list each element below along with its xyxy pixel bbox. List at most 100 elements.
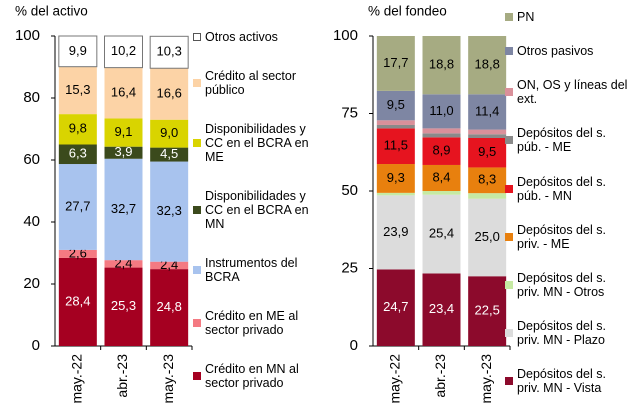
legend-swatch [505,328,513,337]
value-label: 11,5 [384,138,408,153]
value-label: 17,7 [383,55,408,70]
y-tick-label: 40 [23,213,40,230]
legend-swatch [505,88,513,97]
bar-segment [149,35,189,69]
value-label: 8,4 [432,169,450,184]
bar-segment [376,192,415,196]
bar-segment [422,94,461,129]
legend: PN Otros pasivos ON, OS y líneas del ext. D… [505,10,628,395]
value-label: 9,3 [387,170,405,185]
value-label: 22,5 [475,303,500,318]
legend-item: Crédito en MN al sector privado [193,362,318,390]
legend-item: Depósitos del s. priv. MN - Plazo [505,319,628,347]
legend-item: PN [505,10,628,24]
bar-segment [468,134,507,138]
bar-segment [104,158,143,261]
value-label: 32,7 [111,201,136,216]
legend-label: Disponibilidades y CC en el BCRA en MN [205,189,309,231]
bar-segment [104,260,143,268]
value-label: 23,4 [429,301,454,316]
bar-segment [58,66,97,115]
value-label: 9,0 [160,125,178,140]
value-label: 11,4 [475,103,499,118]
legend-swatch [193,372,201,380]
value-label: 9,9 [69,43,87,58]
legend-label: Depósitos del s. púb. - ME [517,126,606,155]
value-label: 15,3 [65,82,90,97]
value-label: 27,7 [65,198,90,213]
bar-segment [150,119,189,148]
bar-segment [468,276,507,346]
legend-item: Depósitos del s. priv. - ME [505,223,628,251]
legend-item: Disponibilidades y CC en el BCRA en ME [193,122,318,164]
x-tick-label: may.-22 [387,354,403,404]
y-tick-label: 100 [15,27,40,44]
y-tick-label: 75 [341,104,358,121]
legend-swatch [505,280,513,289]
legend-label: ON, OS y líneas del ext. [517,78,628,107]
bar-segment [422,164,461,191]
value-label: 9,8 [69,121,87,136]
value-label: 10,2 [111,43,136,58]
value-label: 9,5 [478,144,496,159]
bar-segment [422,273,461,346]
bar-segment [468,198,507,277]
legend-item: Crédito en ME al sector privado [193,309,318,337]
bar-segment [468,167,507,194]
legend-swatch [505,47,513,56]
bar-segment [58,114,97,145]
legend-swatch [505,184,513,193]
x-tick-label: may.-22 [69,354,85,404]
bar-segment [376,269,415,346]
x-tick-label: abr.-23 [114,354,130,398]
legend-label: Otros activos [205,30,278,44]
y-tick-label: 50 [341,182,358,199]
bar-segment [376,164,415,193]
bar-segment [58,249,97,258]
bar-segment [104,267,143,346]
bar-segment [104,35,143,69]
bar-segment [58,257,97,346]
value-label: 18,8 [475,57,500,72]
legend-label: Crédito en MN al sector privado [205,362,299,390]
value-label: 28,4 [65,293,90,308]
y-tick-label: 60 [23,151,40,168]
bar-segment [376,195,415,270]
bar-segment [104,67,143,119]
legend-swatch [193,266,201,274]
value-label: 11,0 [429,103,453,118]
x-tick-label: may.-23 [160,354,176,404]
legend-item: Otros activos [193,30,318,44]
legend-label: Disponibilidades y CC en el BCRA en ME [205,122,309,164]
value-label: 25,0 [475,229,500,244]
legend-label: Crédito al sector público [205,69,297,97]
x-tick-label: may.-23 [478,354,494,404]
value-label: 16,6 [157,85,182,100]
legend-label: Crédito en ME al sector privado [205,309,299,337]
legend-swatch [193,206,201,214]
legend-item: Depósitos del s. priv. MN - Otros [505,271,628,299]
legend-swatch [193,139,201,147]
y-tick-label: 80 [23,89,40,106]
value-label: 23,9 [383,224,408,239]
chart-title: % del activo [15,4,88,19]
bar-segment [422,36,461,95]
legend-swatch [505,377,513,385]
bar-segment [468,36,507,95]
y-tick-label: 0 [350,337,358,354]
value-label: 6,3 [69,146,87,161]
legend-label: Depósitos del s. priv. MN - Otros [517,270,606,299]
bar-segment [58,144,97,165]
bar-segment [376,36,415,91]
legend-label: Depósitos del s. priv. MN - Vista [517,367,606,395]
x-tick-label: abr.-23 [432,354,448,398]
bar-segment [150,68,189,120]
y-tick-label: 25 [341,259,358,276]
y-tick-label: 20 [23,275,40,292]
bar-segment [468,137,507,168]
bar-segment [58,164,97,250]
legend-item: Depósitos del s. priv. MN - Vista [505,367,628,395]
value-label: 18,8 [429,57,454,72]
value-label: 25,3 [111,298,136,313]
